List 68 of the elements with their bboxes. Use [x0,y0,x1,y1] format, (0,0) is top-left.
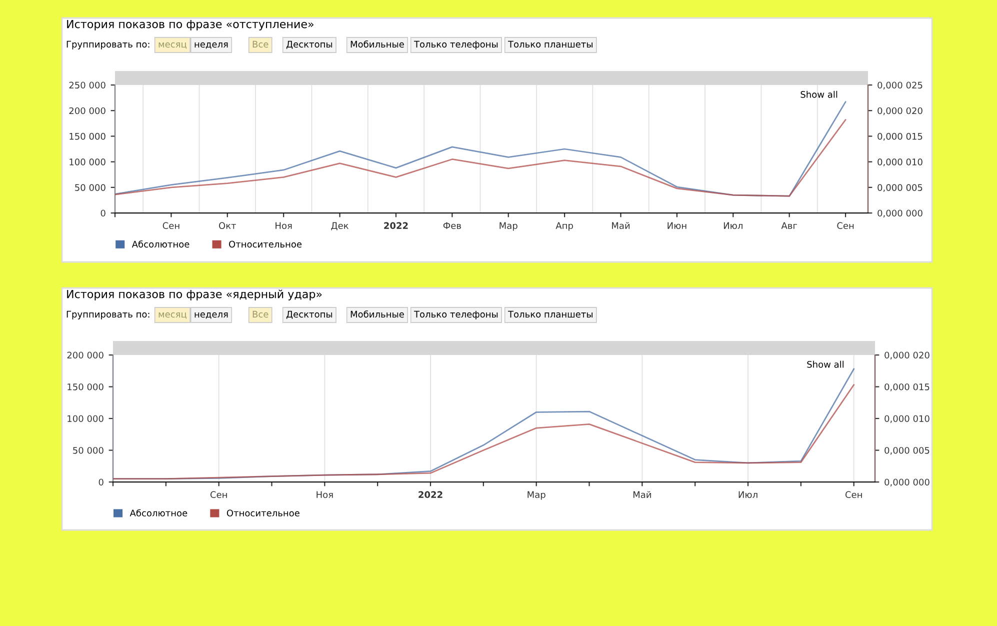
x-tick-label: Июл [724,222,742,230]
line-series [115,101,846,197]
y-tick-label: 200 000 [69,107,106,114]
annotation: Show all [807,360,844,368]
x-tick-label: 2022 [418,491,442,498]
x-tick-label: Авг [781,222,798,229]
annotation: Show all [800,90,838,98]
text: Мобильные [350,310,404,318]
y-tick-label: 100 000 [70,158,106,166]
x-tick-label: 2022 [384,222,408,230]
y2-tick-label: 0,000 000 [878,210,922,218]
legend-label: Абсолютное [130,509,188,516]
y2-tick-label: 0,000 020 [878,107,922,116]
y2-tick-label: 0,000 015 [884,383,930,392]
chart-title: История показов по фразе «ядерный удар» [67,290,322,300]
x-tick-label: Ноя [316,491,333,498]
x-tick-label: Сен [837,222,854,230]
y-tick-label: 250 000 [69,82,106,89]
x-tick-label: Мар [500,222,518,231]
text: неделя [194,312,228,319]
text: месяц [158,42,186,49]
chart-title: История показов по фразе «отступление» [67,20,314,30]
x-tick-label: Май [612,222,630,230]
y-tick-label: 50 000 [75,184,106,191]
x-tick-label: Июн [668,222,686,230]
x-tick-label: Окт [218,222,236,230]
y2-tick-label: 0,000 025 [878,82,922,90]
x-tick-label: Май [633,491,651,498]
legend-label: Относительное [226,510,300,516]
y2-tick-label: 0,000 000 [884,478,930,486]
y2-tick-label: 0,000 010 [884,415,930,423]
y-tick-label: 150 000 [70,132,106,140]
x-tick-label: Сен [162,222,180,230]
x-tick-label: Апр [556,222,573,231]
y-tick-label: 200 000 [67,352,104,359]
y2-tick-label: 0,000 005 [884,446,930,455]
y2-tick-label: 0,000 015 [878,132,922,141]
text: Только телефоны [414,310,498,320]
y-tick-label: 50 000 [73,446,104,454]
line-series [115,119,846,197]
y-tick-label: 150 000 [68,383,104,390]
text: Все [252,40,268,48]
text: Группировать по: [66,40,150,50]
text: Десктопы [286,40,332,49]
text: Мобильные [350,40,404,48]
x-tick-label: Мар [528,491,546,500]
y2-tick-label: 0,000 020 [884,352,930,360]
text: Только планшеты [508,40,592,48]
y2-tick-label: 0,000 010 [878,158,922,166]
text: Группировать по: [66,310,150,320]
text: Только телефоны [414,40,498,50]
x-tick-label: Сен [210,491,227,498]
y-tick-label: 100 000 [68,415,104,422]
x-tick-label: Дек [331,222,349,230]
text: месяц [158,312,186,319]
text: Только планшеты [508,310,592,318]
text: Все [252,310,268,318]
y2-tick-label: 0,000 005 [878,184,922,192]
x-tick-label: Ноя [276,222,292,230]
legend-label: Относительное [229,240,302,248]
x-tick-label: Фев [443,222,461,230]
y-tick-label: 0 [98,478,104,486]
text: неделя [194,42,228,49]
x-tick-label: Сен [845,491,862,498]
legend-label: Абсолютное [132,240,190,248]
y-tick-label: 0 [100,210,106,217]
text: Десктопы [286,310,332,319]
x-tick-label: Июл [738,491,758,498]
